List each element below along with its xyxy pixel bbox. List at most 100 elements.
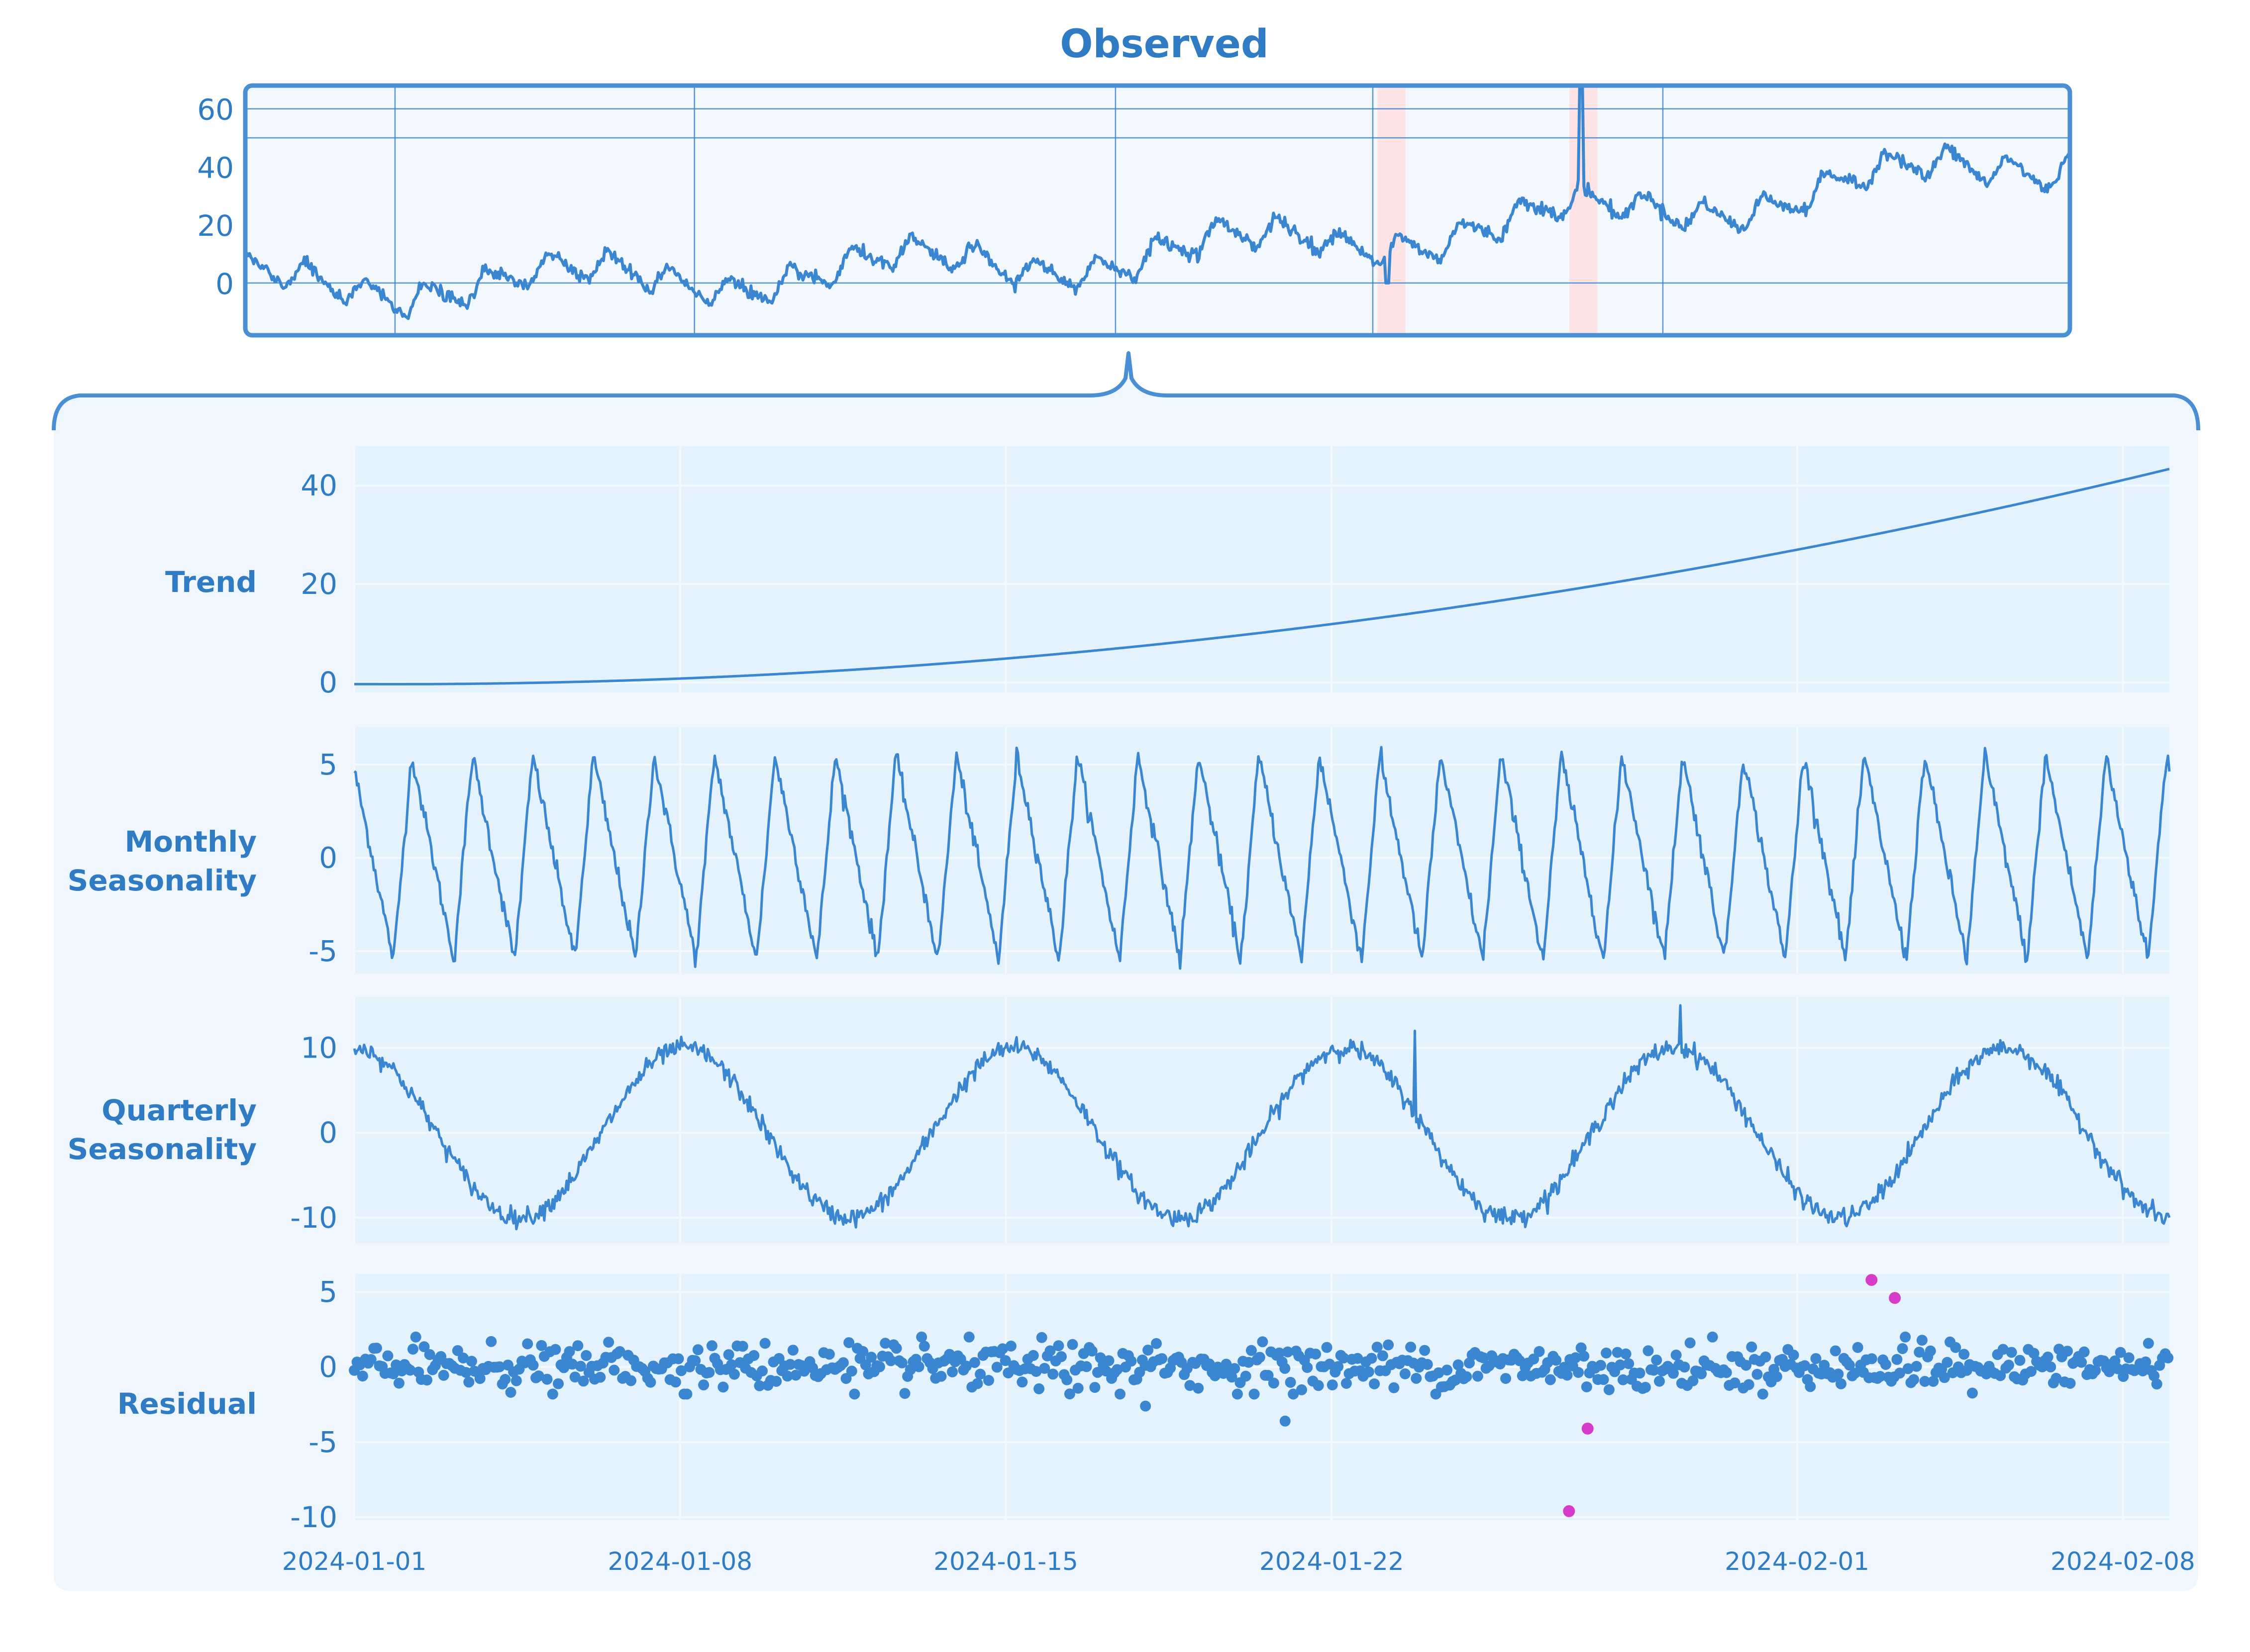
residual-point <box>1852 1342 1863 1353</box>
residual-point <box>407 1344 418 1355</box>
monthly-label-line-2: Seasonality <box>68 864 257 897</box>
residual-point <box>1366 1353 1377 1364</box>
decomposition-brace <box>52 351 2200 431</box>
residual-point <box>388 1368 399 1379</box>
residual-point <box>1193 1382 1204 1394</box>
residual-point <box>1254 1352 1265 1363</box>
quarterly-series-line <box>353 1004 2171 1231</box>
residual-point <box>757 1365 768 1376</box>
residual-point <box>1950 1342 1961 1353</box>
residual-point <box>1651 1355 1662 1366</box>
quarterly-y-axis: 10 0 -10 <box>290 1031 337 1234</box>
residual-point <box>511 1375 522 1386</box>
residual-point <box>1044 1345 1056 1357</box>
residual-point <box>1757 1388 1768 1400</box>
residual-point <box>891 1343 902 1354</box>
residual-point <box>1670 1350 1682 1360</box>
residual-outlier-point <box>1889 1292 1901 1304</box>
residual-point <box>2050 1372 2062 1384</box>
residual-point <box>1911 1360 1922 1372</box>
quarterly-ytick-label: 10 <box>301 1031 337 1065</box>
residual-point <box>726 1359 737 1370</box>
x-tick-label: 2024-01-08 <box>608 1547 752 1576</box>
residual-point <box>393 1377 405 1389</box>
residual-point <box>1231 1388 1243 1400</box>
residual-point <box>424 1349 435 1360</box>
residual-label: Residual <box>117 1387 257 1421</box>
residual-point <box>625 1375 636 1386</box>
residual-point <box>1615 1359 1626 1370</box>
residual-point <box>1383 1339 1394 1351</box>
residual-point <box>1897 1343 1908 1355</box>
residual-point <box>1581 1381 1592 1392</box>
residual-point <box>1156 1353 1168 1364</box>
observed-grid <box>245 86 2070 335</box>
residual-point <box>1648 1364 1659 1376</box>
monthly-seasonality-panel: Monthly Seasonality 5 0 -5 <box>68 727 2171 973</box>
residual-point <box>2123 1352 2135 1363</box>
monthly-ytick-label: -5 <box>308 934 337 968</box>
residual-point <box>880 1338 891 1349</box>
residual-point <box>2026 1366 2037 1377</box>
residual-point <box>1324 1359 1335 1370</box>
residual-point <box>1914 1347 1925 1358</box>
residual-point <box>494 1361 506 1372</box>
residual-point <box>885 1355 897 1366</box>
residual-point <box>1262 1369 1274 1381</box>
residual-point <box>2112 1363 2124 1374</box>
residual-point <box>2062 1346 2073 1357</box>
residual-point <box>609 1364 620 1376</box>
residual-point <box>1089 1382 1101 1393</box>
residual-point <box>1332 1361 1344 1372</box>
residual-point <box>754 1380 765 1391</box>
residual-point <box>1696 1368 1707 1379</box>
residual-point <box>645 1376 656 1388</box>
observed-y-axis: 60 40 20 0 <box>197 93 234 301</box>
residual-point <box>575 1360 586 1372</box>
residual-point <box>759 1338 771 1349</box>
trend-ytick-label: 0 <box>319 666 337 699</box>
residual-point <box>1687 1375 1699 1386</box>
residual-point <box>1072 1382 1084 1394</box>
residual-point <box>963 1331 975 1343</box>
residual-point <box>578 1375 589 1387</box>
residual-point <box>553 1378 564 1389</box>
residual-point <box>916 1331 927 1343</box>
residual-point <box>1573 1367 1584 1378</box>
x-tick-label: 2024-01-01 <box>282 1547 427 1576</box>
residual-point <box>1997 1344 2009 1355</box>
residual-point <box>2076 1357 2087 1368</box>
residual-point <box>2143 1338 2154 1349</box>
residual-point <box>1788 1350 1799 1361</box>
residual-point <box>2148 1370 2160 1381</box>
residual-point <box>460 1367 472 1378</box>
residual-point <box>1642 1345 1654 1357</box>
residual-point <box>1053 1340 1064 1352</box>
residual-point <box>1245 1345 1257 1356</box>
residual-point <box>550 1344 561 1355</box>
residual-point <box>1313 1380 1324 1391</box>
residual-point <box>500 1374 511 1385</box>
residual-point <box>421 1374 432 1386</box>
residual-point <box>1184 1380 1196 1391</box>
residual-point <box>790 1369 802 1381</box>
residual-point <box>935 1370 947 1382</box>
trend-grid <box>353 446 2169 692</box>
residual-point <box>1880 1359 1891 1370</box>
residual-point <box>1849 1367 1861 1379</box>
residual-point <box>1740 1360 1752 1371</box>
residual-point <box>371 1343 382 1354</box>
x-tick-label: 2024-01-22 <box>1259 1547 1404 1576</box>
residual-point <box>1684 1337 1696 1349</box>
residual-point <box>1833 1368 1844 1380</box>
observed-plot-background <box>245 86 2070 335</box>
x-tick-label: 2024-02-08 <box>2050 1547 2195 1576</box>
residual-point <box>1528 1354 1539 1365</box>
residual-point <box>1229 1363 1240 1374</box>
residual-point <box>1352 1353 1363 1364</box>
quarterly-label-line-2: Seasonality <box>68 1132 257 1166</box>
trend-series-line <box>354 468 2170 685</box>
residual-point <box>1243 1357 1254 1368</box>
quarterly-ytick-label: 0 <box>319 1116 337 1150</box>
residual-point <box>1799 1360 1810 1371</box>
